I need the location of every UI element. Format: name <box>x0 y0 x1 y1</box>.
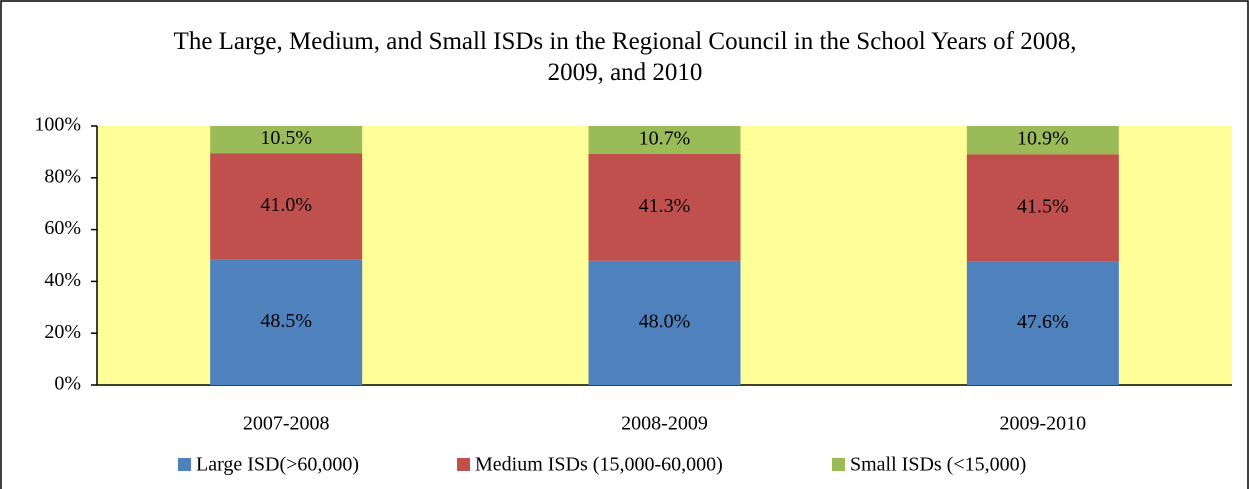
bar-segment <box>588 153 741 261</box>
data-label: 47.6% <box>1017 311 1069 333</box>
y-tick-label: 20% <box>44 321 81 343</box>
bar-segment <box>210 259 363 385</box>
chart-title: The Large, Medium, and Small ISDs in the… <box>173 28 1077 86</box>
data-label: 48.0% <box>639 310 691 332</box>
data-label: 48.5% <box>260 310 312 332</box>
x-tick-label: 2009-2010 <box>999 413 1086 435</box>
data-label: 10.5% <box>260 127 312 149</box>
data-label: 41.5% <box>1017 196 1069 218</box>
bar-segment <box>210 126 363 154</box>
y-tick-label: 80% <box>44 165 81 187</box>
bar-segment <box>588 126 741 154</box>
data-label: 41.3% <box>639 195 691 217</box>
y-tick-label: 0% <box>54 373 81 395</box>
y-tick-label: 60% <box>44 217 81 239</box>
legend-label: Medium ISDs (15,000-60,000) <box>475 454 723 476</box>
x-tick-label: 2007-2008 <box>243 413 330 435</box>
data-label: 41.0% <box>260 194 312 216</box>
y-tick-label: 100% <box>34 114 81 136</box>
data-label: 10.7% <box>639 127 691 149</box>
legend-swatch <box>457 458 470 471</box>
legend-label: Small ISDs (<15,000) <box>850 454 1026 476</box>
bar-segment <box>210 153 363 260</box>
bar-segment <box>966 154 1119 262</box>
bar-segment <box>966 261 1119 385</box>
legend-label: Large ISD(>60,000) <box>196 454 359 476</box>
bar-segment <box>966 126 1119 155</box>
y-tick-label: 40% <box>44 269 81 291</box>
x-tick-label: 2008-2009 <box>621 413 708 435</box>
data-label: 10.9% <box>1017 128 1069 150</box>
bar-segment <box>588 260 741 385</box>
legend-swatch <box>178 458 191 471</box>
legend-swatch <box>832 458 845 471</box>
